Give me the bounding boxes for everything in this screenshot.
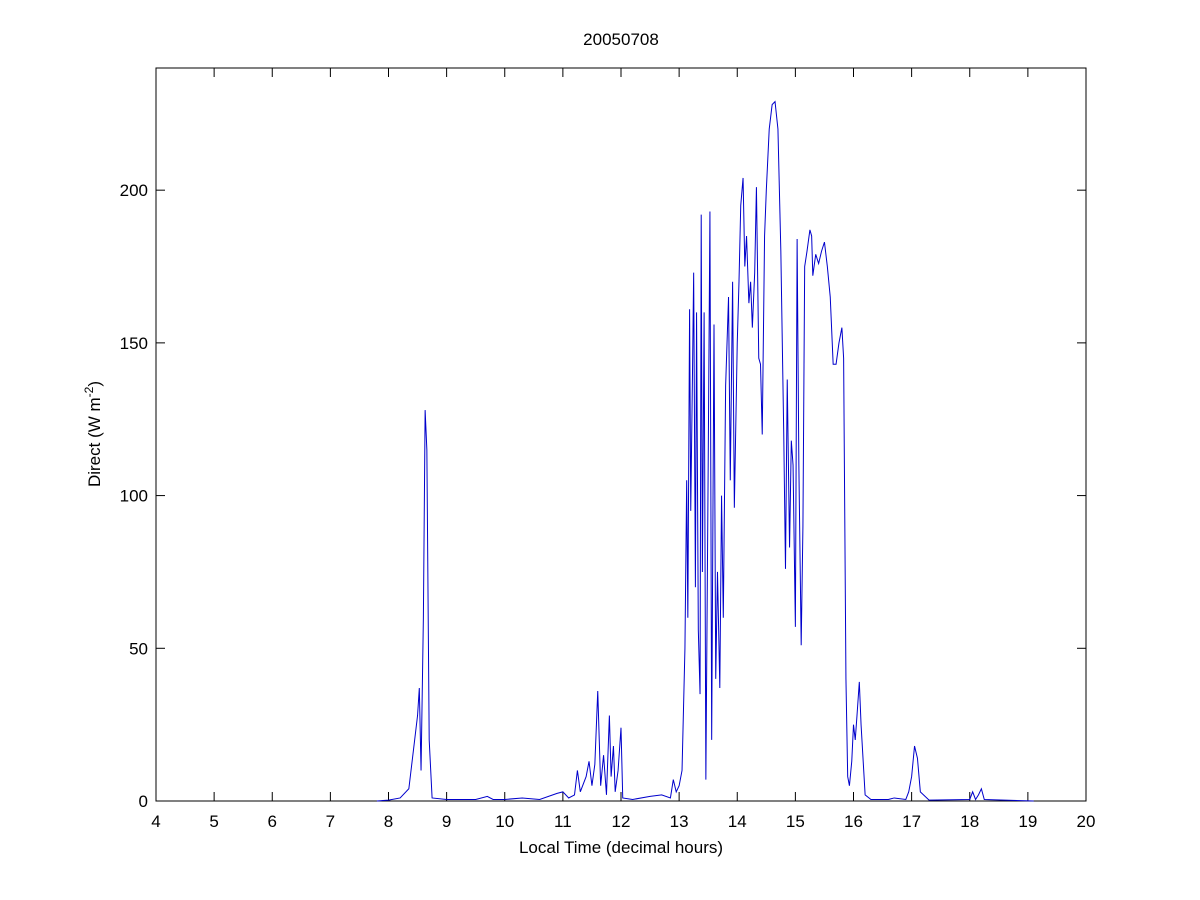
y-tick-label: 150 xyxy=(120,334,148,353)
x-tick-label: 11 xyxy=(554,812,572,831)
y-label-sup: -2 xyxy=(82,386,96,397)
y-tick-label: 50 xyxy=(129,639,148,658)
y-tick-label: 0 xyxy=(139,792,148,811)
x-tick-label: 16 xyxy=(844,812,863,831)
x-tick-label: 17 xyxy=(902,812,921,831)
x-tick-label: 12 xyxy=(612,812,631,831)
y-label-end: ) xyxy=(85,381,104,387)
x-tick-label: 20 xyxy=(1077,812,1096,831)
y-label-text: Direct (W m xyxy=(85,397,104,487)
x-tick-label: 8 xyxy=(384,812,393,831)
x-tick-label: 10 xyxy=(495,812,514,831)
chart-title: 20050708 xyxy=(583,30,659,49)
x-tick-label: 14 xyxy=(728,812,747,831)
y-tick-label: 200 xyxy=(120,181,148,200)
x-tick-label: 7 xyxy=(326,812,335,831)
x-tick-label: 4 xyxy=(151,812,160,831)
x-tick-label: 9 xyxy=(442,812,451,831)
x-tick-label: 18 xyxy=(960,812,979,831)
x-tick-label: 5 xyxy=(209,812,218,831)
plot-area xyxy=(155,67,1087,802)
x-axis-label: Local Time (decimal hours) xyxy=(519,838,723,857)
x-tick-label: 15 xyxy=(786,812,805,831)
x-tick-label: 13 xyxy=(670,812,689,831)
y-tick-label: 100 xyxy=(120,487,148,506)
y-axis-label: Direct (W m-2) xyxy=(82,381,104,487)
data-line xyxy=(376,100,1034,802)
x-tick-label: 6 xyxy=(268,812,277,831)
x-tick-label: 19 xyxy=(1018,812,1037,831)
